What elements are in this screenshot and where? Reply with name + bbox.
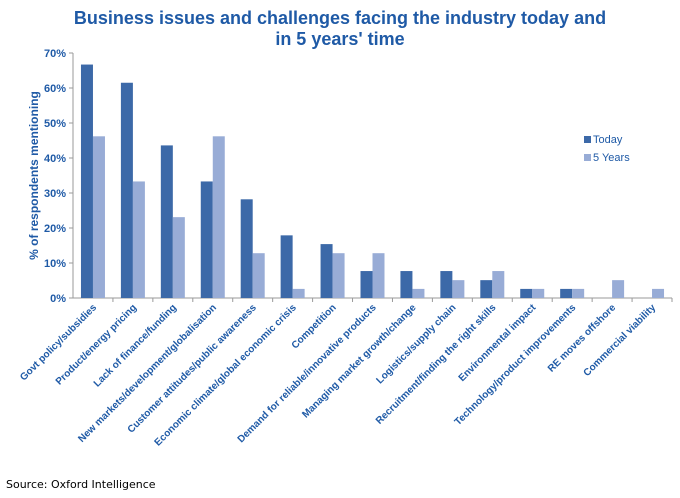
- x-category-label: Logistics/supply chain: [374, 302, 458, 386]
- y-tick-label: 60%: [44, 83, 66, 95]
- chart-title: Business issues and challenges facing th…: [0, 8, 680, 50]
- bar-today: [280, 235, 293, 298]
- bar-today: [160, 145, 173, 298]
- x-category-label: Govt policy/subsidies: [18, 302, 99, 383]
- bar-5-years: [492, 271, 505, 298]
- bar-today: [560, 288, 573, 298]
- bar-5-years: [532, 288, 545, 298]
- bar-today: [240, 199, 253, 298]
- bar-5-years: [292, 288, 305, 298]
- legend-label: 5 Years: [593, 152, 630, 164]
- x-category-label: Product/energy pricing: [54, 302, 139, 387]
- plot-area: 0% 10% 20% 30% 40% 50% 60% 70% Govt policy/subsi…: [18, 48, 673, 448]
- bar-today: [200, 181, 213, 298]
- bar-today: [480, 280, 493, 298]
- chart-title-line-2: in 5 years' time: [275, 29, 405, 49]
- bar-5-years: [332, 253, 345, 298]
- y-tick-label: 0%: [50, 293, 66, 305]
- bar-5-years: [652, 288, 665, 298]
- legend-label: Today: [593, 134, 623, 146]
- chart-title-line-1: Business issues and challenges facing th…: [73, 8, 607, 28]
- source-note: Source: Oxford Intelligence: [6, 478, 156, 491]
- y-tick-label: 30%: [44, 188, 66, 200]
- y-tick-label: 10%: [44, 258, 66, 270]
- y-tick-label: 70%: [44, 48, 66, 60]
- bar-5-years: [572, 288, 585, 298]
- y-tick-label: 50%: [44, 118, 66, 130]
- bar-5-years: [252, 253, 265, 298]
- bar-5-years: [372, 253, 385, 298]
- y-axis-title: % of respondents mentioning: [27, 91, 41, 260]
- bar-5-years: [92, 136, 105, 298]
- bar-today: [520, 288, 533, 298]
- x-category-label: RE moves offshore: [546, 302, 619, 375]
- x-category-label: New markets/development/globalisation: [76, 302, 219, 445]
- y-tick-label: 40%: [44, 153, 66, 165]
- bar-today: [320, 244, 333, 298]
- bar-5-years: [452, 280, 465, 298]
- bar-today: [120, 82, 133, 298]
- x-category-label: Environmental impact: [457, 302, 539, 384]
- bar-today: [360, 271, 373, 298]
- bar-today: [440, 271, 453, 298]
- legend-swatch: [584, 154, 591, 161]
- bar-5-years: [612, 280, 625, 298]
- x-category-label: Economic climate/global economic crisis: [153, 302, 299, 448]
- bar-today: [80, 64, 93, 298]
- legend: Today 5 Years: [584, 134, 630, 164]
- bar-chart: 0% 10% 20% 30% 40% 50% 60% 70% Govt policy/subsi…: [18, 48, 673, 448]
- bar-5-years: [172, 217, 185, 298]
- bar-5-years: [132, 181, 145, 298]
- x-category-label: Commercial viability: [582, 302, 659, 379]
- bar-5-years: [412, 288, 425, 298]
- y-tick-label: 20%: [44, 223, 66, 235]
- bar-today: [400, 271, 413, 298]
- legend-swatch: [584, 136, 591, 143]
- x-category-label: Lack of finance/funding: [92, 302, 179, 389]
- x-category-label: Demand for reliable/innovative products: [236, 302, 379, 445]
- bar-5-years: [212, 136, 225, 298]
